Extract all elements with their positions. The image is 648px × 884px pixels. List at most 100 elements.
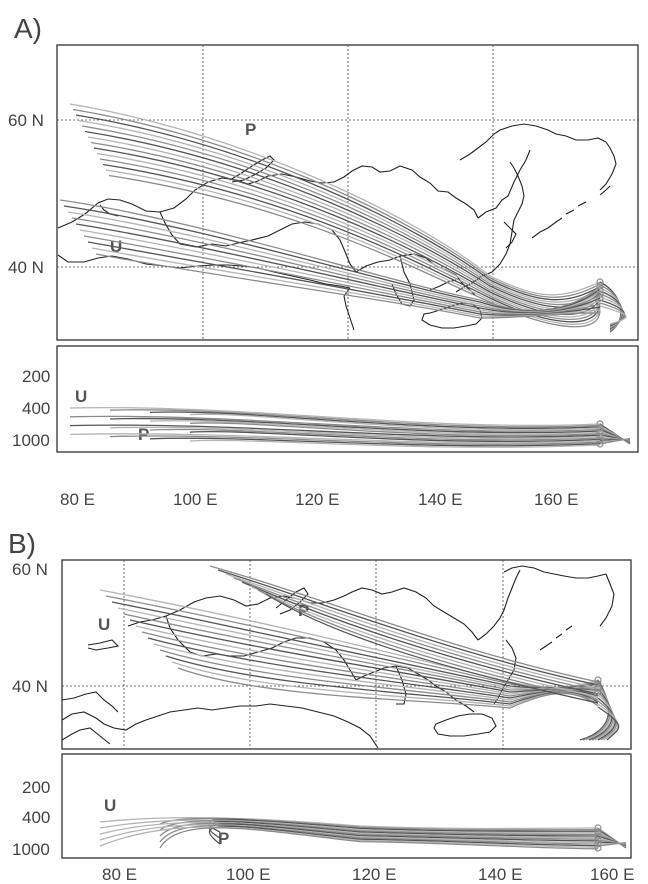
trajectory-line: [67, 211, 601, 313]
trajectory-line: [149, 428, 601, 441]
panel-a: A) 60 N 40 N: [8, 13, 639, 509]
trajectory-line: [149, 411, 601, 429]
panel-b-profile-tick-200: 200: [22, 778, 50, 797]
trajectory-line: [123, 613, 599, 691]
panel-b-lon-tick-120e: 120 E: [352, 865, 396, 884]
origin-marker: [596, 428, 604, 436]
origin-marker: [594, 844, 602, 852]
trajectory-line: [71, 217, 601, 313]
trajectory-line: [209, 565, 599, 683]
panel-a-profile-tick-1000: 1000: [12, 431, 50, 450]
trajectory-line: [102, 163, 601, 323]
panel-a-lon-tick-100e: 100 E: [173, 490, 217, 509]
trajectory-line: [99, 826, 599, 848]
trajectory-line: [149, 437, 601, 447]
trajectory-line: [75, 114, 601, 301]
trajectory-line: [108, 174, 601, 328]
trajectory-line: [72, 108, 601, 298]
origin-marker: [596, 440, 604, 448]
panel-b-profile-trajectories: [99, 817, 627, 852]
origin-marker: [596, 290, 604, 298]
trajectory-line: [159, 817, 599, 831]
origin-marker: [596, 282, 604, 290]
trajectory-loop: [594, 694, 615, 741]
panel-b-label: B): [8, 528, 36, 559]
trajectory-line: [78, 119, 601, 303]
panel-a-coastlines: [57, 123, 617, 331]
trajectory-loop: [597, 700, 618, 741]
trajectory-line: [99, 824, 599, 844]
panel-b-profile-tick-1000: 1000: [12, 840, 50, 859]
trajectory-line: [159, 820, 599, 836]
panel-b-map-frame: [61, 559, 632, 750]
origin-marker: [594, 824, 602, 832]
panel-b-lat-tick-60n: 60 N: [12, 560, 48, 579]
panel-a-profile-marker-u: U: [75, 387, 87, 406]
trajectory-loop: [582, 682, 611, 741]
trajectory-line: [249, 585, 599, 698]
trajectory-line: [208, 818, 599, 832]
panel-a-profile-tick-400: 400: [22, 399, 50, 418]
trajectory-line: [79, 229, 601, 315]
panel-b-lon-tick-80e: 80 E: [102, 865, 137, 884]
origin-marker: [596, 432, 604, 440]
trajectory-line: [59, 199, 601, 311]
trajectory-line: [75, 223, 601, 314]
origin-marker: [594, 680, 602, 688]
origin-marker: [594, 688, 602, 696]
trajectory-line: [99, 158, 601, 320]
origin-marker: [596, 424, 604, 432]
origin-marker: [594, 840, 602, 848]
trajectory-loop: [597, 706, 620, 741]
panel-b: B) 60 N 40 N: [8, 528, 634, 884]
trajectory-line: [109, 417, 601, 434]
panel-a-lat-tick-40n: 40 N: [8, 258, 44, 277]
origin-marker: [594, 836, 602, 844]
trajectory-line: [83, 235, 601, 316]
trajectory-line: [95, 253, 601, 319]
trajectory-line: [233, 577, 599, 692]
origin-marker: [596, 278, 604, 286]
panel-a-lon-tick-80e: 80 E: [60, 490, 95, 509]
panel-b-profile-frame: [61, 753, 632, 859]
panel-b-map: 60 N 40 N P U: [12, 559, 632, 750]
trajectory-line: [257, 589, 599, 701]
trajectory-line: [63, 205, 601, 312]
panel-b-profile: 200 400 1000 U P: [12, 753, 632, 859]
origin-marker: [596, 436, 604, 444]
trajectory-line: [99, 821, 599, 839]
trajectory-line: [69, 424, 601, 438]
trajectory-line: [109, 426, 601, 440]
panel-a-profile-trajectories: [69, 406, 631, 448]
panel-b-lon-axis: 80 E 100 E 120 E 140 E 160 E: [102, 865, 634, 884]
trajectory-line: [599, 437, 631, 445]
trajectory-line: [69, 103, 601, 296]
trajectory-line: [225, 573, 599, 689]
trajectory-loop: [597, 697, 616, 741]
trajectory-line: [159, 824, 599, 845]
trajectory-line: [105, 169, 601, 325]
trajectory-line: [265, 593, 599, 704]
origin-marker: [596, 420, 604, 428]
panel-a-map: 60 N 40 N: [8, 44, 639, 341]
panel-b-map-marker-u: U: [98, 615, 110, 634]
panel-a-lon-tick-140e: 140 E: [418, 490, 462, 509]
panel-b-map-trajectories: [99, 565, 620, 741]
panel-a-profile: 200 400 1000 U P: [12, 345, 639, 453]
panel-a-lon-tick-120e: 120 E: [295, 490, 339, 509]
trajectory-line: [99, 589, 599, 688]
origin-marker: [596, 294, 604, 302]
trajectory-line: [69, 433, 601, 444]
origin-marker: [594, 684, 602, 692]
trajectory-line: [189, 422, 601, 437]
panel-b-profile-marker-u: U: [104, 796, 116, 815]
trajectory-line: [159, 827, 599, 850]
trajectory-line: [109, 435, 601, 445]
panel-a-map-frame: [56, 44, 639, 341]
panel-b-lat-tick-40n: 40 N: [12, 677, 48, 696]
trajectory-line: [149, 420, 601, 435]
panel-a-profile-frame: [56, 345, 639, 453]
trajectory-loop: [597, 703, 619, 741]
panel-b-profile-tick-400: 400: [22, 808, 50, 827]
origin-marker: [594, 676, 602, 684]
